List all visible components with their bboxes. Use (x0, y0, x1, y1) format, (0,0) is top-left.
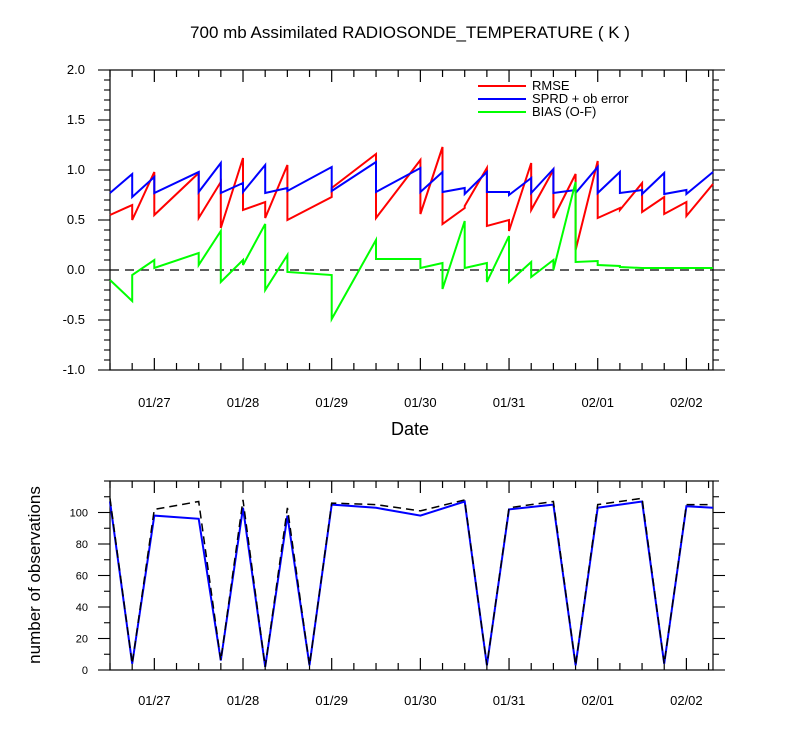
legend-label: BIAS (O-F) (532, 104, 596, 119)
y-tick-label: 0.0 (67, 262, 85, 277)
legend-label: SPRD + ob error (532, 91, 629, 106)
y-tick-label: 100 (70, 508, 88, 520)
rmse-sprd-bias-chart: -1.0 -0.5 0.0 0.5 1.0 1.5 2.0 01/27 01/28 01/29 01… (63, 62, 725, 410)
series-line-sprd-ob-error (109, 160, 714, 200)
y-axis-label: number of observations (25, 486, 44, 664)
y-tick-label: 20 (76, 634, 88, 646)
x-tick-label: 01/28 (227, 395, 260, 410)
x-tick-label: 01/30 (404, 395, 437, 410)
x-tick-label: 02/01 (581, 395, 614, 410)
y-tick-label: -0.5 (63, 312, 85, 327)
chart-title: 700 mb Assimilated RADIOSONDE_TEMPERATUR… (190, 23, 630, 42)
plot-frame (109, 69, 714, 371)
series-line-observations-total (109, 497, 713, 668)
x-tick-label: 01/31 (493, 693, 526, 708)
x-tick-label: 01/30 (404, 693, 437, 708)
x-tick-label: 02/01 (581, 693, 614, 708)
y-tick-label: 1.0 (67, 162, 85, 177)
y-tick-label: 2.0 (67, 62, 85, 77)
x-tick-label: 01/31 (493, 395, 526, 410)
x-tick-label: 01/27 (138, 693, 171, 708)
y-tick-label: -1.0 (63, 362, 85, 377)
x-tick-label: 01/27 (138, 395, 171, 410)
y-tick-label: 80 (76, 539, 88, 551)
x-axis-label: Date (391, 419, 429, 439)
x-tick-label: 01/29 (315, 693, 348, 708)
legend-label: RMSE (532, 78, 570, 93)
series-line-observations-used (109, 500, 714, 668)
x-tick-label: 01/28 (227, 693, 260, 708)
y-tick-label: 60 (76, 571, 88, 583)
y-tick-label: 40 (76, 602, 88, 614)
y-tick-label: 0 (82, 665, 88, 677)
series-line-bias-o-f- (109, 181, 713, 323)
y-tick-label: 1.5 (67, 112, 85, 127)
observation-count-chart: 0 20 40 60 80 100 01/27 01/28 01/29 01/30 01/31 02/… (70, 480, 725, 708)
x-tick-label: 02/02 (670, 693, 703, 708)
x-tick-label: 01/29 (315, 395, 348, 410)
y-tick-label: 0.5 (67, 212, 85, 227)
series-line-rmse (109, 146, 714, 251)
x-tick-label: 02/02 (670, 395, 703, 410)
